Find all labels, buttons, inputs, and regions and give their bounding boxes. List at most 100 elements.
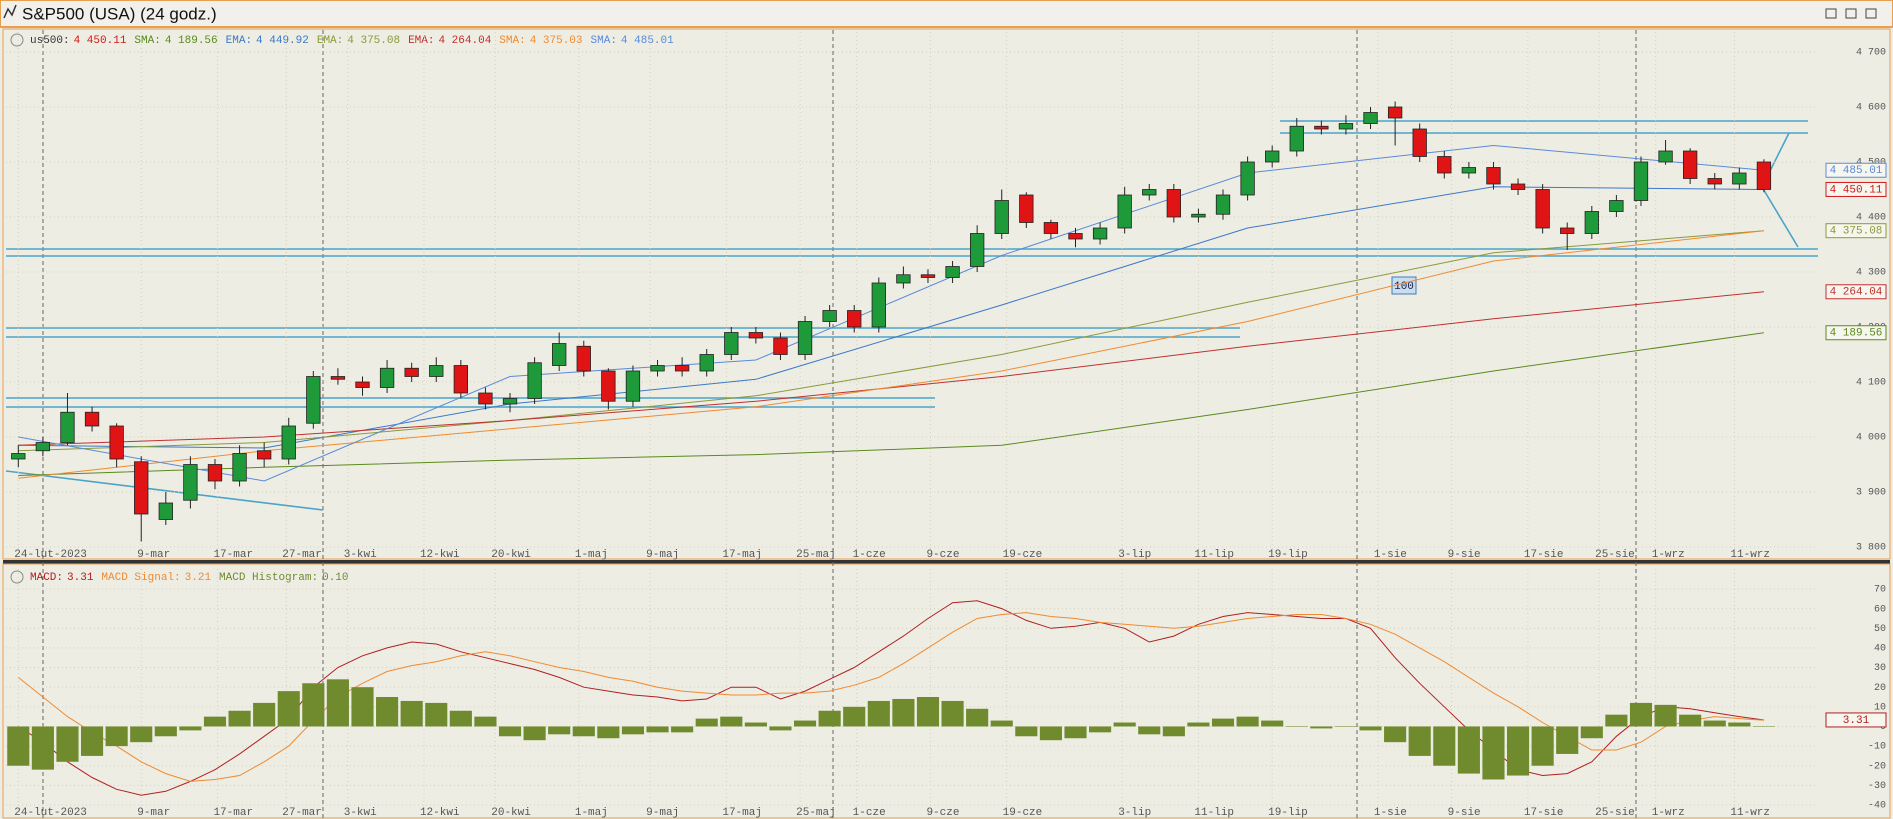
histogram-bar [400, 700, 423, 727]
candle-body [650, 365, 665, 372]
x-tick-label: 24-lut-2023 [14, 549, 87, 561]
value-tag-label: 4 264.04 [1830, 287, 1883, 299]
histogram-bar [793, 720, 817, 727]
panel-handle[interactable] [10, 33, 24, 47]
candle-body [1633, 161, 1649, 201]
histogram-bar [351, 687, 374, 727]
candle-body [158, 502, 173, 520]
x-tick-label: 12-kwi [420, 807, 460, 819]
candle-body [256, 450, 272, 460]
x-tick-label: 11-wrz [1730, 807, 1770, 819]
value-tag [1825, 284, 1887, 300]
histogram-bar [1679, 714, 1702, 727]
candle-body [1510, 183, 1526, 190]
candle-body [871, 282, 886, 328]
candle-body [1486, 167, 1501, 185]
y-tick-label: 4 300 [1856, 268, 1886, 279]
price-legend: us500: 4 450.11 SMA: 4 189.56 EMA: 4 449.92 EM… [30, 35, 674, 47]
legend-name: EMA: [226, 35, 252, 47]
candle-body [576, 345, 591, 372]
y-tick-label: 4 000 [1856, 433, 1886, 444]
candle-body [134, 461, 149, 515]
window-buttons[interactable] [1825, 8, 1877, 19]
candle-body [674, 365, 690, 372]
y-tick-label: 40 [1874, 644, 1886, 655]
x-tick-label: 1-wrz [1652, 549, 1685, 561]
x-tick-label: 9-mar [137, 549, 170, 561]
candle-body [1732, 172, 1747, 185]
x-tick-label: 9-sie [1448, 549, 1481, 561]
trend-line [5, 470, 324, 511]
close-button[interactable] [1865, 8, 1877, 19]
x-tick-label: 11-lip [1194, 807, 1234, 819]
restore-button[interactable] [1845, 8, 1857, 19]
candle-body [945, 266, 960, 278]
histogram-bar [1211, 718, 1235, 727]
indicator-line [18, 186, 1764, 449]
candle-body [1560, 227, 1575, 234]
x-tick-label: 11-lip [1194, 549, 1234, 561]
histogram-bar [449, 710, 472, 727]
value-tag-label: 4 450.11 [1830, 184, 1883, 196]
macd-panel [2, 563, 1891, 819]
candle-body [822, 310, 837, 322]
panel-separator [3, 560, 1890, 564]
histogram-bar [130, 726, 153, 743]
x-tick-label: 9-sie [1448, 807, 1481, 819]
histogram-bar [646, 726, 669, 733]
x-tick-label: 1-cze [853, 549, 886, 561]
panel-handle[interactable] [10, 570, 24, 584]
y-tick-label: -30 [1868, 781, 1886, 792]
x-tick-label: 17-maj [722, 807, 762, 819]
x-tick-label: 17-mar [213, 549, 253, 561]
candle-body [404, 367, 419, 377]
legend-value: 4 189.56 [165, 35, 218, 47]
histogram-bar [1064, 726, 1087, 739]
candle-body [1215, 194, 1231, 215]
legend-name: SMA: [591, 35, 617, 47]
histogram-bar [572, 726, 595, 737]
value-tag-label: 4 375.08 [1830, 226, 1883, 238]
candle-body [1584, 211, 1599, 234]
histogram-bar [744, 722, 767, 727]
candle-body [1387, 106, 1403, 119]
histogram-bar [376, 697, 399, 727]
candle-body [1658, 150, 1673, 163]
histogram-bar [818, 710, 841, 727]
histogram-bar [1113, 722, 1136, 727]
x-tick-label: 27-mar [282, 549, 322, 561]
histogram-bar [277, 691, 300, 727]
legend-name: SMA: [499, 35, 525, 47]
histogram-bar [1752, 726, 1775, 727]
legend-name: MACD Histogram: [219, 572, 318, 584]
y-tick-label: 3 900 [1856, 488, 1886, 499]
candle-body [797, 321, 813, 355]
histogram-bar [523, 726, 546, 741]
histogram-bar [1605, 714, 1628, 727]
y-tick-label: 10 [1874, 702, 1886, 713]
y-tick-label: 4 700 [1856, 48, 1886, 59]
x-tick-label: 19-cze [1003, 807, 1043, 819]
histogram-bar [56, 726, 79, 762]
window-title: S&P500 (USA) (24 godz.) [22, 4, 217, 23]
y-tick-label: 4 100 [1856, 378, 1886, 389]
histogram-bar [1384, 726, 1407, 743]
histogram-bar [80, 726, 104, 756]
candle-body [699, 354, 714, 372]
x-tick-label: 25-maj [796, 807, 836, 819]
candle-body [429, 365, 444, 377]
candle-body [847, 310, 862, 328]
value-tag-label: 4 189.56 [1830, 328, 1883, 340]
y-tick-label: 0 [1880, 722, 1886, 733]
candle-body [896, 274, 911, 284]
minimize-button[interactable] [1825, 8, 1837, 19]
histogram-bar [253, 702, 276, 727]
candle-body [1338, 123, 1354, 130]
histogram-bar [1236, 716, 1259, 727]
title-bar [0, 0, 1893, 28]
histogram-bar [105, 726, 128, 747]
legend-value: 0.10 [322, 572, 348, 584]
candle-body [35, 442, 51, 452]
histogram-bar [1433, 726, 1456, 766]
histogram-bar [1506, 726, 1530, 776]
